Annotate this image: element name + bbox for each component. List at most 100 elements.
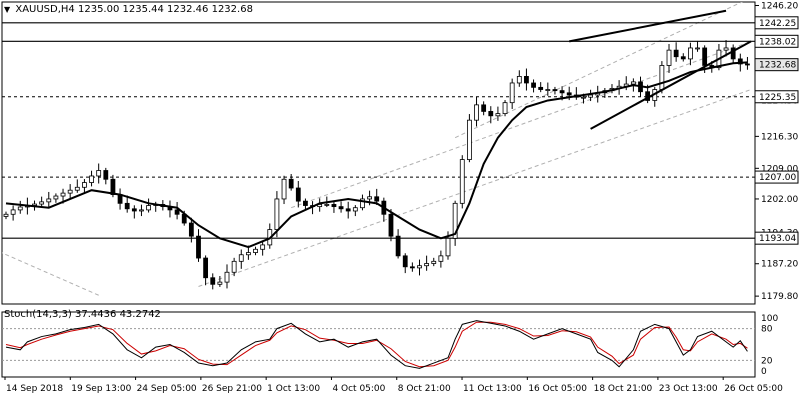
stochastic-level-label: 80 xyxy=(761,325,773,335)
main-panel-frame xyxy=(1,1,756,305)
price-tick-label: 1216.30 xyxy=(761,132,798,142)
chart-header: ▼ XAUUSD,H4 1235.00 1235.44 1232.46 1232… xyxy=(4,4,253,15)
candle-body xyxy=(409,266,415,269)
time-tick-label: 16 Oct 05:00 xyxy=(528,384,587,394)
candle-body xyxy=(695,47,700,50)
candle-body xyxy=(367,196,372,200)
candle-body xyxy=(516,76,522,84)
candle-body xyxy=(238,254,244,262)
candle-body xyxy=(481,104,487,112)
time-tick-label: 14 Sep 2018 xyxy=(6,384,63,394)
candle-body xyxy=(488,111,494,117)
candle-body xyxy=(139,209,144,212)
candle-body xyxy=(74,186,80,191)
candle-body xyxy=(445,237,451,257)
candle-body xyxy=(53,195,59,200)
candle-body xyxy=(459,159,465,204)
candle-body xyxy=(288,178,294,189)
candle-body xyxy=(217,281,223,285)
candle-body xyxy=(431,260,437,264)
time-tick-label: 1 Oct 13:00 xyxy=(267,384,320,394)
candle-body xyxy=(303,200,308,206)
candle-body xyxy=(452,202,458,239)
candle-body xyxy=(295,187,301,202)
level-price-tag xyxy=(754,90,799,104)
candle-body xyxy=(281,178,287,200)
stochastic-header: Stoch(14,3,3) 37.4436 43.2742 xyxy=(4,309,161,320)
candle-body xyxy=(131,208,137,212)
stochastic-values: 37.4436 43.2742 xyxy=(75,309,161,320)
channel-line xyxy=(290,40,752,209)
candle-body xyxy=(203,257,209,279)
level-price-tag xyxy=(754,231,799,245)
stochastic-main-line xyxy=(5,320,748,369)
candle-body xyxy=(474,104,479,121)
candle-body xyxy=(630,81,636,85)
time-tick-label: 8 Oct 21:00 xyxy=(398,384,451,394)
level-price-label: 1242.25 xyxy=(759,19,796,29)
candle-body xyxy=(737,58,743,65)
stochastic-level-label: 0 xyxy=(761,367,767,377)
trend-line xyxy=(590,40,752,130)
trend-line xyxy=(569,9,727,43)
candle-body xyxy=(538,86,544,90)
candle-body xyxy=(17,206,23,211)
price-tick-label: 1246.20 xyxy=(761,2,798,12)
moving-average-line xyxy=(5,61,748,249)
current-price-label: 1232.68 xyxy=(759,61,796,71)
price-tick-label: 1202.00 xyxy=(761,195,798,205)
candle-body xyxy=(730,47,736,60)
candle-body xyxy=(324,204,330,206)
candle-body xyxy=(417,265,422,269)
candle-body xyxy=(196,235,201,259)
candle-body xyxy=(688,47,693,60)
candle-body xyxy=(524,76,529,84)
channel-line xyxy=(2,252,99,296)
candle-body xyxy=(82,182,87,188)
level-price-label: 1193.04 xyxy=(759,234,796,244)
level-price-label: 1225.35 xyxy=(759,93,796,103)
time-tick-label: 26 Sep 21:00 xyxy=(202,384,262,394)
symbol-label: XAUUSD,H4 xyxy=(15,4,75,15)
candle-body xyxy=(352,207,358,212)
candle-body xyxy=(531,82,536,88)
candle-body xyxy=(702,47,708,66)
time-tick-label: 18 Oct 21:00 xyxy=(594,384,653,394)
candle-body xyxy=(253,248,258,253)
stochastic-label: Stoch(14,3,3) xyxy=(4,309,72,320)
price-tick-label: 1179.80 xyxy=(761,292,798,302)
candle-body xyxy=(502,102,508,115)
candle-body xyxy=(210,277,216,285)
candle-body xyxy=(338,206,344,210)
level-price-tag xyxy=(754,170,799,184)
candle-body xyxy=(89,175,94,183)
triangle-down-icon: ▼ xyxy=(4,5,11,14)
time-tick-label: 24 Sep 05:00 xyxy=(137,384,197,394)
candle-body xyxy=(103,170,109,180)
level-price-tag xyxy=(754,16,799,30)
candle-body xyxy=(466,119,472,160)
candle-body xyxy=(274,198,280,230)
candle-body xyxy=(10,209,16,215)
time-tick-label: 23 Oct 13:00 xyxy=(659,384,718,394)
stochastic-signal-line xyxy=(5,321,748,368)
candle-body xyxy=(60,192,66,197)
price-tick-label: 1209.00 xyxy=(761,164,798,174)
candle-body xyxy=(96,170,102,177)
candle-body xyxy=(46,198,52,203)
candle-body xyxy=(424,263,430,267)
candle-body xyxy=(260,244,266,250)
candle-body xyxy=(666,49,672,66)
candle-body xyxy=(588,94,593,98)
candle-body xyxy=(67,189,73,194)
candle-body xyxy=(3,213,9,217)
candle-body xyxy=(388,213,394,237)
candle-body xyxy=(680,56,686,60)
candle-body xyxy=(231,260,237,273)
time-tick-label: 26 Oct 05:00 xyxy=(724,384,783,394)
candle-body xyxy=(545,89,551,91)
candle-body xyxy=(745,63,750,66)
candle-body xyxy=(395,235,401,257)
current-price-tag xyxy=(754,58,799,72)
